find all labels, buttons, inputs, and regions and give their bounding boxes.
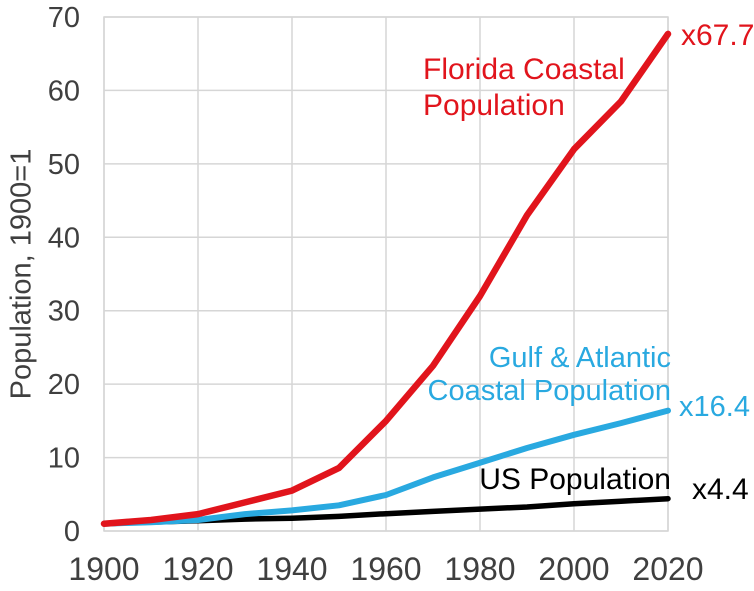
series-label-gulf-line2: Coastal Population: [427, 375, 671, 408]
end-value-us-population: x4.4: [692, 473, 749, 506]
x-tick-label: 1980: [444, 551, 515, 587]
y-axis-title: Population, 1900=1: [5, 148, 38, 400]
x-tick-label: 2020: [632, 551, 703, 587]
y-tick-label: 60: [48, 75, 80, 107]
y-tick-label: 10: [48, 443, 80, 475]
y-tick-label: 0: [64, 516, 80, 548]
plot-border: [103, 16, 669, 532]
y-tick-label: 30: [48, 296, 80, 328]
series-line-florida-coastal-population: [100, 30, 672, 527]
series-label-us-population: US Population: [479, 462, 671, 498]
y-tick-label: 40: [48, 222, 80, 254]
x-tick-label: 1900: [68, 551, 139, 587]
y-tick-label: 20: [48, 369, 80, 401]
series-line-gulf-atlantic-coastal-population: [101, 407, 671, 527]
series-label-gulf-atlantic: Gulf & Atlantic Coastal Population: [428, 342, 671, 409]
series-label-florida-coastal: Florida Coastal Population: [423, 52, 625, 124]
series-label-gulf-line1: Gulf & Atlantic: [488, 342, 671, 374]
x-tick-label: 2000: [538, 551, 609, 587]
x-tick-label: 1960: [350, 551, 421, 587]
end-value-florida: x67.7: [681, 19, 754, 52]
series-label-us-line1: US Population: [479, 463, 671, 496]
end-value-gulf-atlantic: x16.4: [679, 391, 750, 423]
y-tick-label: 50: [48, 149, 80, 181]
x-tick-label: 1920: [162, 551, 233, 587]
x-tick-label: 1940: [256, 551, 327, 587]
series-label-florida-line1: Florida Coastal: [423, 53, 625, 86]
y-tick-label: 70: [48, 2, 80, 34]
series-label-florida-line2: Population: [423, 89, 565, 122]
